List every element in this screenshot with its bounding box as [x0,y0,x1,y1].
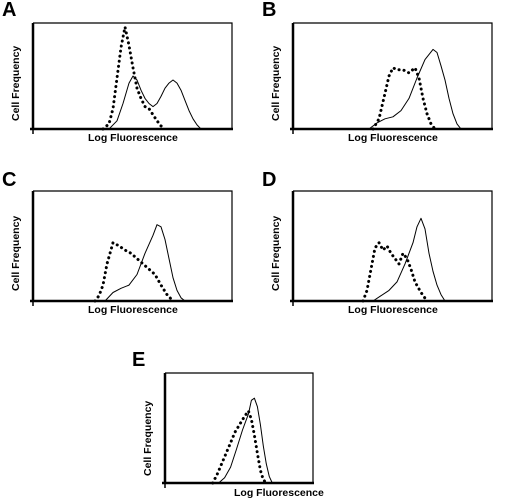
dotted-histogram-line [371,65,437,131]
panel-a: A Cell Frequency Log Fluorescence [0,0,260,150]
solid-histogram-line [108,75,202,130]
y-axis-label: Cell Frequency [270,215,282,291]
x-axis-label: Log Fluorescence [348,304,438,316]
dotted-histogram-line [211,407,268,485]
solid-histogram-line [218,397,273,484]
plot-frame [293,190,493,301]
plot-frame [33,190,233,301]
panel-letter: D [262,169,277,191]
solid-histogram-line [104,224,186,302]
plot-frame [293,22,493,129]
histogram-plot [162,372,314,488]
x-axis-label: Log Fluorescence [234,487,324,499]
dotted-histogram-line [101,26,167,131]
histogram-plot [30,22,233,134]
histogram-plot [30,190,233,306]
plot-frame [165,372,314,483]
panel-d: D Cell Frequency Log Fluorescence [260,170,520,320]
x-axis-label: Log Fluorescence [88,304,178,316]
dotted-histogram-line [361,239,429,303]
histogram-plot [290,190,493,306]
panel-b: B Cell Frequency Log Fluorescence [260,0,520,150]
y-axis-label: Cell Frequency [10,45,22,121]
panel-letter: B [262,0,277,21]
y-axis-label: Cell Frequency [270,45,282,121]
panel-letter: A [2,0,17,21]
y-axis-label: Cell Frequency [10,215,22,291]
plot-frame [33,22,233,129]
histogram-plot [290,22,493,134]
panel-e: E Cell Frequency Log Fluorescence [130,345,390,500]
x-axis-label: Log Fluorescence [348,132,438,144]
x-axis-label: Log Fluorescence [88,132,178,144]
solid-histogram-line [368,48,462,130]
solid-histogram-line [372,217,446,302]
panel-c: C Cell Frequency Log Fluorescence [0,170,260,320]
panel-letter: E [132,349,146,371]
panel-letter: C [2,169,17,191]
dotted-histogram-line [93,240,175,303]
y-axis-label: Cell Frequency [142,400,154,476]
